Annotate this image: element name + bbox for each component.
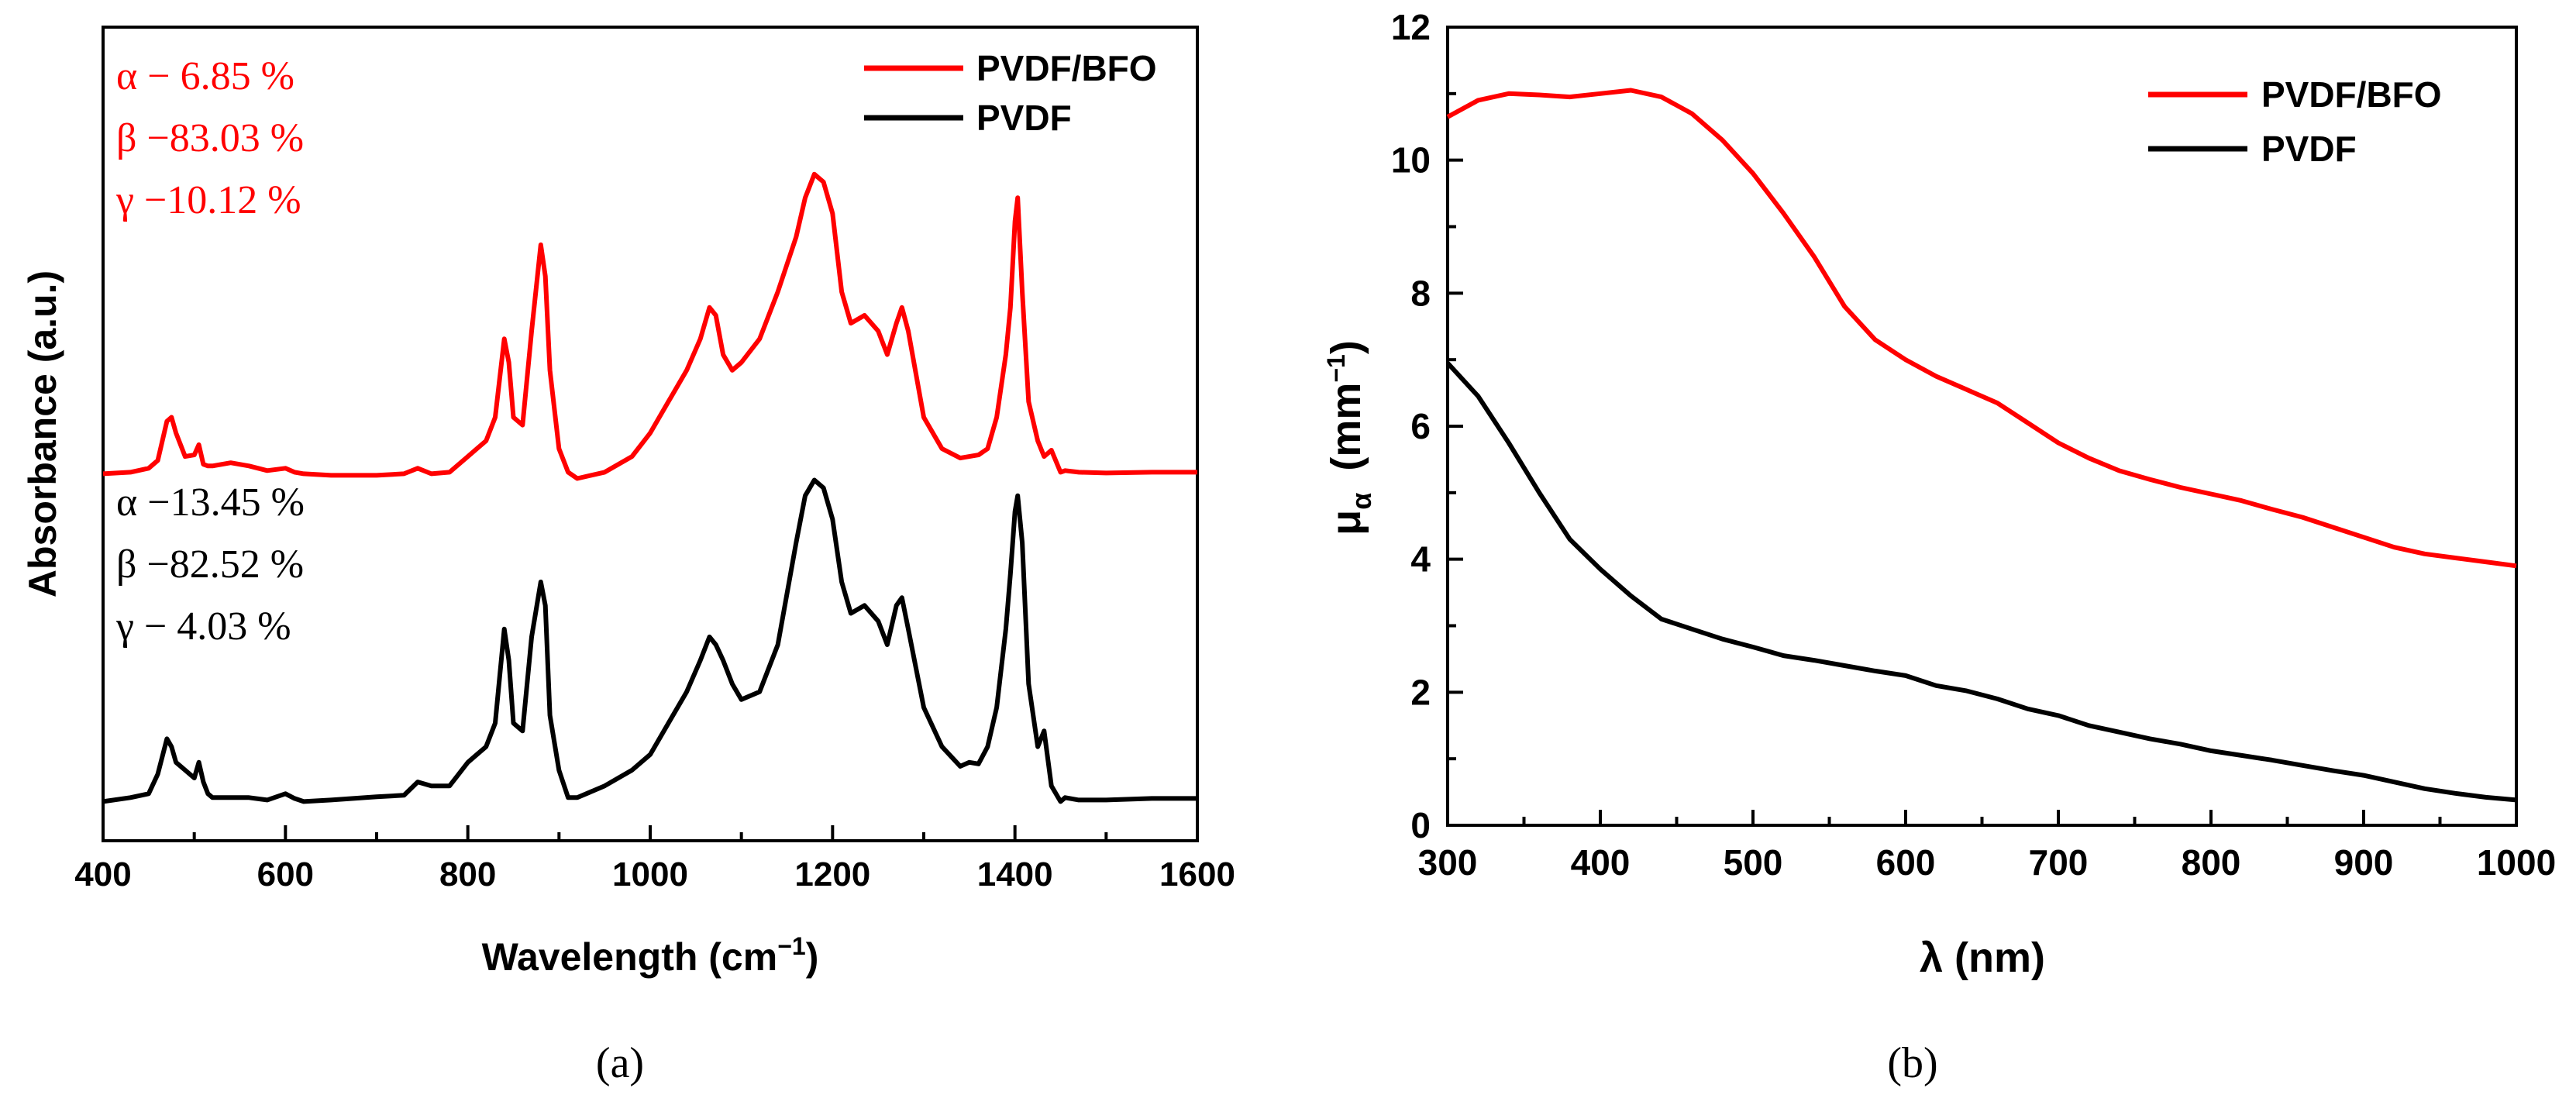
series-line-pvdf-bfo bbox=[102, 171, 1197, 481]
panel-a-y-axis-title: Absorbance (a.u.) bbox=[21, 270, 64, 597]
panel-b-y-axis-title-mu: μ bbox=[1323, 510, 1369, 535]
panel-a-series-lines bbox=[102, 171, 1197, 804]
x-tick-label: 600 bbox=[1876, 842, 1936, 883]
panel-a-spectrum-chart: 400 600 800 1000 1200 1400 1600 PVDF/BFO PVDF … bbox=[21, 26, 1235, 1087]
y-tick-label: 2 bbox=[1410, 672, 1431, 712]
panel-b-attenuation-chart: 300 400 500 600 700 800 900 1000 0 2 4 6 8 10 12 PVDF/… bbox=[1322, 7, 2556, 1087]
panel-a-x-axis-title-main: Wavelength (cm bbox=[482, 935, 778, 979]
x-tick-label: 1200 bbox=[794, 855, 870, 893]
y-tick-label: 10 bbox=[1391, 140, 1431, 181]
annotation-alpha-pvdf: α −13.45 % bbox=[116, 480, 305, 525]
annotation-alpha-pvdf-bfo: α − 6.85 % bbox=[116, 54, 294, 98]
y-tick-label: 12 bbox=[1391, 7, 1431, 47]
panel-a-x-axis: 400 600 800 1000 1200 1400 1600 bbox=[74, 825, 1235, 893]
series-line-pvdf bbox=[1445, 361, 2517, 803]
panel-b-caption-label: (b) bbox=[1887, 1039, 1937, 1087]
legend-label-pvdf: PVDF bbox=[2261, 129, 2357, 169]
legend-label-pvdf-bfo: PVDF/BFO bbox=[976, 48, 1157, 88]
x-tick-label: 800 bbox=[439, 855, 496, 893]
panel-b-legend: PVDF/BFO PVDF bbox=[2148, 74, 2442, 169]
x-tick-label: 400 bbox=[1571, 842, 1631, 883]
panel-b-y-axis-title-unit-sup: −1 bbox=[1322, 354, 1350, 382]
panel-a-x-axis-title-sup: −1 bbox=[777, 932, 805, 960]
x-tick-label: 1400 bbox=[977, 855, 1053, 893]
x-tick-label: 400 bbox=[74, 855, 131, 893]
panel-b-axes: 300 400 500 600 700 800 900 1000 0 2 4 6 8 10 12 bbox=[1391, 7, 2556, 883]
annotation-pvdf: α −13.45 % β −82.52 % γ − 4.03 % bbox=[115, 480, 305, 649]
y-tick-label: 4 bbox=[1410, 539, 1431, 580]
y-tick-label: 8 bbox=[1410, 273, 1431, 313]
panel-b-y-axis-title-unit-suffix: ) bbox=[1323, 340, 1369, 354]
y-tick-label: 0 bbox=[1410, 805, 1431, 845]
x-tick-label: 800 bbox=[2182, 842, 2241, 883]
x-tick-label: 1000 bbox=[612, 855, 688, 893]
x-tick-label: 300 bbox=[1418, 842, 1478, 883]
annotation-pvdf-bfo: α − 6.85 % β −83.03 % γ −10.12 % bbox=[115, 54, 304, 222]
x-tick-label: 1600 bbox=[1159, 855, 1235, 893]
series-line-pvdf-bfo bbox=[1446, 88, 2517, 569]
panel-b-x-axis-title: λ (nm) bbox=[1920, 935, 2045, 981]
legend-label-pvdf: PVDF bbox=[976, 98, 1072, 138]
annotation-beta-pvdf-bfo: β −83.03 % bbox=[116, 116, 304, 160]
panel-b-y-axis-title-sub: α bbox=[1345, 493, 1377, 510]
series-line-pvdf bbox=[102, 477, 1197, 804]
x-tick-label: 500 bbox=[1724, 842, 1783, 883]
panel-a-legend: PVDF/BFO PVDF bbox=[864, 48, 1157, 138]
annotation-gamma-pvdf: γ − 4.03 % bbox=[115, 604, 291, 649]
x-tick-label: 900 bbox=[2334, 842, 2394, 883]
annotation-beta-pvdf: β −82.52 % bbox=[116, 542, 304, 587]
panel-b-y-axis-title-unit: (mm bbox=[1323, 383, 1369, 471]
x-tick-label: 700 bbox=[2029, 842, 2089, 883]
panel-b-series-lines bbox=[1445, 88, 2517, 803]
panel-b-y-axis-title: μα (mm−1) bbox=[1322, 340, 1377, 535]
panel-a-x-axis-title: Wavelength (cm−1) bbox=[482, 932, 819, 979]
panel-a-x-axis-title-suffix: ) bbox=[806, 935, 819, 979]
legend-label-pvdf-bfo: PVDF/BFO bbox=[2261, 74, 2442, 115]
y-tick-label: 6 bbox=[1410, 406, 1431, 446]
annotation-gamma-pvdf-bfo: γ −10.12 % bbox=[115, 178, 301, 222]
panel-a-caption-label: (a) bbox=[596, 1039, 644, 1087]
x-tick-label: 1000 bbox=[2477, 842, 2556, 883]
x-tick-label: 600 bbox=[257, 855, 314, 893]
